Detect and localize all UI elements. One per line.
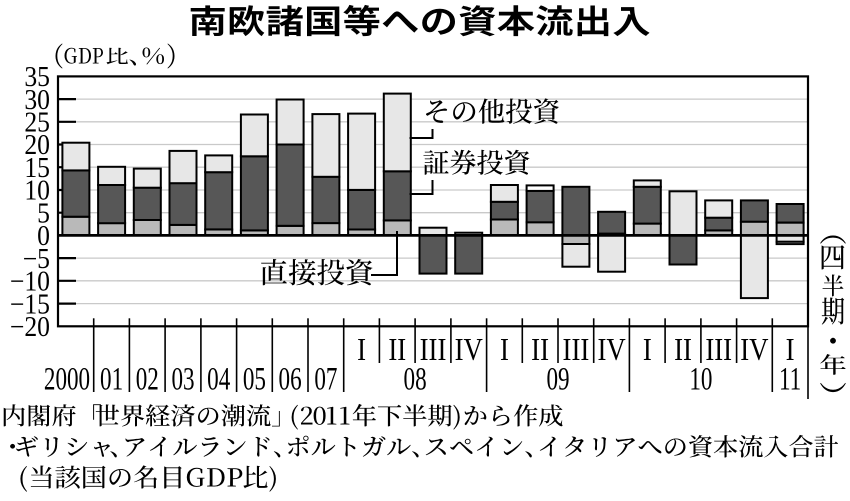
svg-text:−20: −20 xyxy=(10,311,50,343)
svg-text:I: I xyxy=(643,333,652,367)
svg-text:IV: IV xyxy=(597,333,625,367)
svg-text:III: III xyxy=(705,333,732,367)
svg-text:I: I xyxy=(786,333,795,367)
svg-text:04: 04 xyxy=(207,362,230,398)
svg-text:07: 07 xyxy=(314,362,337,398)
svg-text:11: 11 xyxy=(779,362,801,398)
svg-text:10: 10 xyxy=(689,362,712,398)
svg-text:30: 30 xyxy=(24,84,50,116)
svg-text:09: 09 xyxy=(546,362,569,398)
svg-text:5: 5 xyxy=(37,197,50,229)
svg-text:IV: IV xyxy=(455,333,483,367)
svg-text:35: 35 xyxy=(24,61,50,93)
svg-text:0: 0 xyxy=(37,220,50,252)
svg-text:01: 01 xyxy=(100,362,123,398)
svg-text:III: III xyxy=(563,333,590,367)
svg-text:02: 02 xyxy=(136,362,159,398)
svg-text:−10: −10 xyxy=(10,265,50,297)
svg-text:I: I xyxy=(357,333,366,367)
svg-text:−5: −5 xyxy=(23,243,50,275)
svg-text:III: III xyxy=(420,333,447,367)
svg-text:10: 10 xyxy=(24,174,50,206)
svg-text:15: 15 xyxy=(24,152,50,184)
svg-text:08: 08 xyxy=(404,362,427,398)
svg-text:05: 05 xyxy=(243,362,266,398)
svg-text:06: 06 xyxy=(279,362,302,398)
svg-text:2000: 2000 xyxy=(44,362,90,398)
svg-text:20: 20 xyxy=(24,129,50,161)
svg-text:II: II xyxy=(674,333,692,367)
svg-text:03: 03 xyxy=(171,362,194,398)
svg-text:25: 25 xyxy=(24,106,50,138)
svg-text:IV: IV xyxy=(740,333,768,367)
svg-text:−15: −15 xyxy=(10,288,50,320)
svg-text:II: II xyxy=(531,333,549,367)
svg-text:I: I xyxy=(500,333,509,367)
svg-text:II: II xyxy=(388,333,406,367)
